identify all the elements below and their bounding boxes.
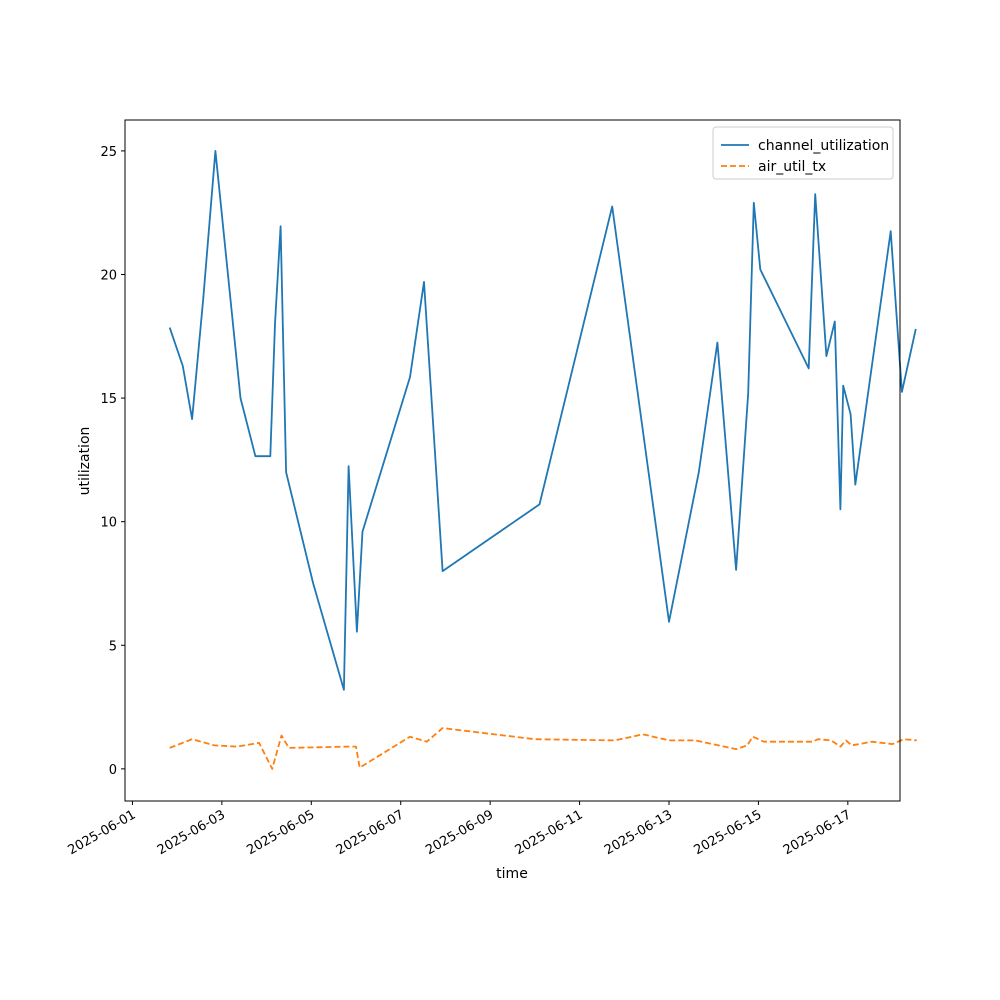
y-tick-label: 15 xyxy=(100,392,117,407)
legend-box xyxy=(712,126,894,180)
y-tick-label: 5 xyxy=(109,639,117,654)
y-tick-label: 20 xyxy=(100,268,117,283)
y-axis-label: utilization xyxy=(77,427,93,496)
plot-area xyxy=(168,149,917,770)
legend: channel_utilization air_util_tx xyxy=(712,126,894,180)
x-axis-label: time xyxy=(496,866,528,882)
y-tick-label: 25 xyxy=(100,145,117,160)
legend-label-air-util-tx: air_util_tx xyxy=(758,159,826,175)
y-tick-label: 0 xyxy=(109,763,117,778)
y-tick-label: 10 xyxy=(100,516,117,531)
y-axis: 0 5 10 15 20 25 xyxy=(100,145,125,778)
plot-frame xyxy=(124,119,901,802)
legend-label-channel-utilization: channel_utilization xyxy=(758,138,889,154)
